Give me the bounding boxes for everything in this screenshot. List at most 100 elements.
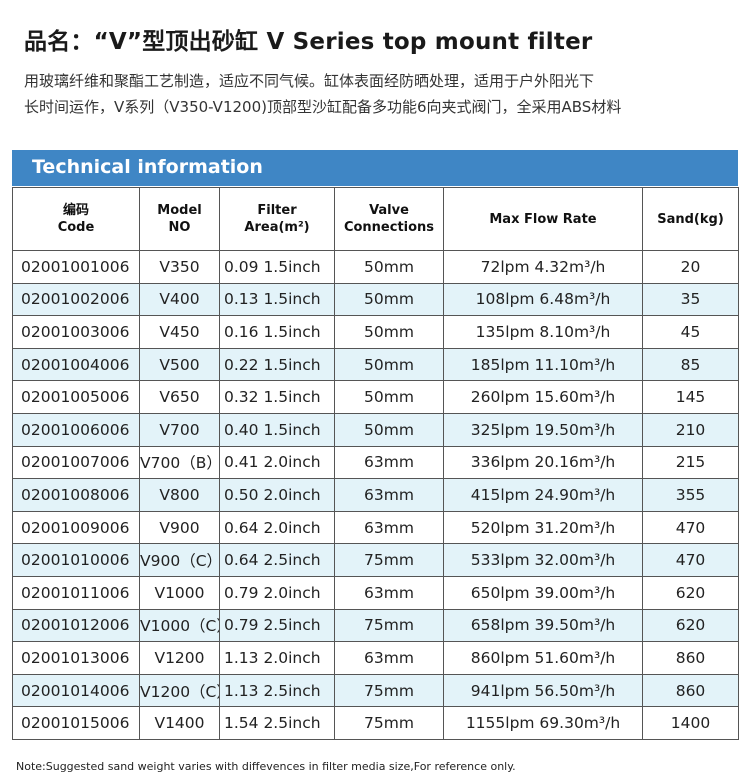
cell-valve: 50mm bbox=[334, 315, 444, 349]
cell-valve: 63mm bbox=[334, 445, 444, 480]
cell-valve: 75mm bbox=[334, 543, 444, 577]
cell-flow-rate: 415lpm 24.90m³/h bbox=[443, 478, 643, 512]
cell-model: V700（B） bbox=[139, 445, 220, 480]
cell-flow-rate: 520lpm 31.20m³/h bbox=[443, 510, 643, 545]
header-valve: Valve Connections bbox=[334, 187, 444, 251]
cell-filter-area: 0.13 1.5inch bbox=[219, 282, 335, 317]
cell-valve: 63mm bbox=[334, 478, 444, 512]
cell-sand: 620 bbox=[642, 575, 739, 610]
cell-filter-area: 0.40 1.5inch bbox=[219, 412, 335, 447]
cell-valve: 50mm bbox=[334, 380, 444, 414]
product-description: 用玻璃纤维和聚酯工艺制造，适应不同气候。缸体表面经防晒处理，适用于户外阳光下 长… bbox=[24, 68, 736, 120]
cell-model: V350 bbox=[139, 250, 220, 284]
header-code: 编码 Code bbox=[12, 187, 140, 251]
cell-filter-area: 0.22 1.5inch bbox=[219, 347, 335, 382]
cell-sand: 620 bbox=[642, 608, 739, 643]
cell-code: 02001014006 bbox=[12, 673, 140, 708]
cell-filter-area: 0.41 2.0inch bbox=[219, 445, 335, 480]
cell-sand: 145 bbox=[642, 380, 739, 414]
cell-filter-area: 0.50 2.0inch bbox=[219, 478, 335, 512]
cell-model: V400 bbox=[139, 282, 220, 317]
cell-model: V1200（C） bbox=[139, 673, 220, 708]
cell-sand: 85 bbox=[642, 347, 739, 382]
section-banner: Technical information bbox=[12, 150, 738, 186]
cell-filter-area: 0.79 2.0inch bbox=[219, 575, 335, 610]
cell-sand: 210 bbox=[642, 412, 739, 447]
cell-sand: 470 bbox=[642, 510, 739, 545]
description-line: 用玻璃纤维和聚酯工艺制造，适应不同气候。缸体表面经防晒处理，适用于户外阳光下 bbox=[24, 72, 595, 90]
cell-flow-rate: 650lpm 39.00m³/h bbox=[443, 575, 643, 610]
table-row: 02001002006 V400 0.13 1.5inch 50mm 108lpm 6.… bbox=[12, 282, 739, 317]
cell-flow-rate: 325lpm 19.50m³/h bbox=[443, 412, 643, 447]
cell-filter-area: 0.64 2.5inch bbox=[219, 543, 335, 577]
header-flow-rate: Max Flow Rate bbox=[443, 187, 643, 251]
cell-filter-area: 0.79 2.5inch bbox=[219, 608, 335, 643]
cell-filter-area: 1.13 2.0inch bbox=[219, 641, 335, 675]
table-row: 02001007006 V700（B） 0.41 2.0inch 63mm 336lpm… bbox=[12, 445, 739, 480]
cell-flow-rate: 1155lpm 69.30m³/h bbox=[443, 706, 643, 740]
cell-filter-area: 0.16 1.5inch bbox=[219, 315, 335, 349]
footnote: Note:Suggested sand weight varies with d… bbox=[16, 760, 516, 773]
cell-model: V900 bbox=[139, 510, 220, 545]
section-title: Technical information bbox=[32, 156, 263, 178]
cell-model: V1000（C） bbox=[139, 608, 220, 643]
cell-flow-rate: 336lpm 20.16m³/h bbox=[443, 445, 643, 480]
cell-flow-rate: 260lpm 15.60m³/h bbox=[443, 380, 643, 414]
header-sand: Sand(kg) bbox=[642, 187, 739, 251]
cell-flow-rate: 860lpm 51.60m³/h bbox=[443, 641, 643, 675]
cell-valve: 63mm bbox=[334, 641, 444, 675]
cell-valve: 63mm bbox=[334, 575, 444, 610]
cell-model: V1000 bbox=[139, 575, 220, 610]
cell-flow-rate: 658lpm 39.50m³/h bbox=[443, 608, 643, 643]
cell-model: V1200 bbox=[139, 641, 220, 675]
table-row: 02001006006 V700 0.40 1.5inch 50mm 325lpm 19… bbox=[12, 412, 739, 447]
cell-flow-rate: 72lpm 4.32m³/h bbox=[443, 250, 643, 284]
cell-sand: 860 bbox=[642, 673, 739, 708]
cell-model: V650 bbox=[139, 380, 220, 414]
table-row: 02001011006 V1000 0.79 2.0inch 63mm 650lpm 3… bbox=[12, 575, 739, 610]
cell-code: 02001009006 bbox=[12, 510, 140, 545]
spec-table: 编码 Code Model NO Filter Area(m²) Valve Conne… bbox=[12, 187, 739, 740]
description-line: 长时间运作，V系列（V350-V1200)顶部型沙缸配备多功能6向夹式阀门，全采… bbox=[24, 98, 622, 116]
cell-model: V500 bbox=[139, 347, 220, 382]
cell-code: 02001013006 bbox=[12, 641, 140, 675]
table-row: 02001003006 V450 0.16 1.5inch 50mm 135lpm 8.… bbox=[12, 315, 739, 349]
cell-code: 02001006006 bbox=[12, 412, 140, 447]
cell-sand: 45 bbox=[642, 315, 739, 349]
table-row: 02001004006 V500 0.22 1.5inch 50mm 185lpm 11… bbox=[12, 347, 739, 382]
header-model: Model NO bbox=[139, 187, 220, 251]
cell-sand: 20 bbox=[642, 250, 739, 284]
cell-model: V700 bbox=[139, 412, 220, 447]
cell-model: V900（C） bbox=[139, 543, 220, 577]
table-row: 02001009006 V900 0.64 2.0inch 63mm 520lpm 31… bbox=[12, 510, 739, 545]
cell-valve: 75mm bbox=[334, 673, 444, 708]
cell-code: 02001012006 bbox=[12, 608, 140, 643]
cell-valve: 50mm bbox=[334, 250, 444, 284]
cell-flow-rate: 185lpm 11.10m³/h bbox=[443, 347, 643, 382]
cell-valve: 75mm bbox=[334, 608, 444, 643]
cell-model: V800 bbox=[139, 478, 220, 512]
cell-model: V450 bbox=[139, 315, 220, 349]
cell-flow-rate: 941lpm 56.50m³/h bbox=[443, 673, 643, 708]
cell-valve: 75mm bbox=[334, 706, 444, 740]
table-row: 02001010006 V900（C） 0.64 2.5inch 75mm 533lpm… bbox=[12, 543, 739, 577]
cell-valve: 50mm bbox=[334, 282, 444, 317]
cell-filter-area: 0.09 1.5inch bbox=[219, 250, 335, 284]
cell-code: 02001007006 bbox=[12, 445, 140, 480]
table-row: 02001001006 V350 0.09 1.5inch 50mm 72lpm 4.3… bbox=[12, 250, 739, 284]
cell-valve: 63mm bbox=[334, 510, 444, 545]
cell-code: 02001015006 bbox=[12, 706, 140, 740]
cell-filter-area: 0.64 2.0inch bbox=[219, 510, 335, 545]
cell-code: 02001010006 bbox=[12, 543, 140, 577]
header-filter-area: Filter Area(m²) bbox=[219, 187, 335, 251]
cell-code: 02001005006 bbox=[12, 380, 140, 414]
cell-filter-area: 1.54 2.5inch bbox=[219, 706, 335, 740]
cell-sand: 35 bbox=[642, 282, 739, 317]
cell-code: 02001008006 bbox=[12, 478, 140, 512]
cell-code: 02001002006 bbox=[12, 282, 140, 317]
cell-flow-rate: 108lpm 6.48m³/h bbox=[443, 282, 643, 317]
table-row: 02001005006 V650 0.32 1.5inch 50mm 260lpm 15… bbox=[12, 380, 739, 414]
cell-flow-rate: 533lpm 32.00m³/h bbox=[443, 543, 643, 577]
cell-code: 02001011006 bbox=[12, 575, 140, 610]
